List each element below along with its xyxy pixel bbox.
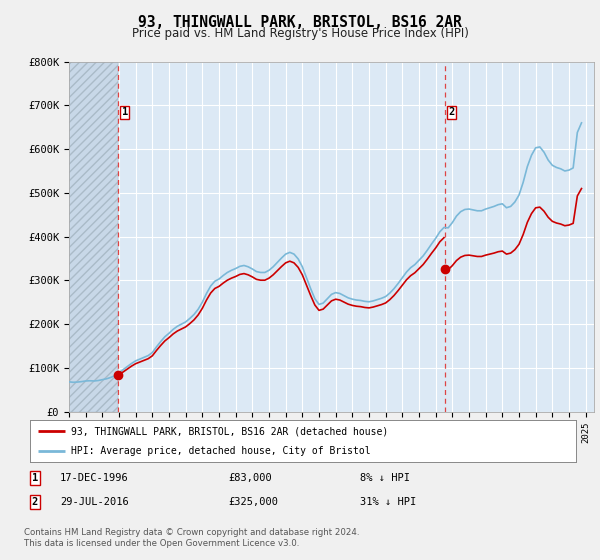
Text: 93, THINGWALL PARK, BRISTOL, BS16 2AR (detached house): 93, THINGWALL PARK, BRISTOL, BS16 2AR (d… (71, 426, 388, 436)
Text: 2: 2 (32, 497, 38, 507)
Text: £83,000: £83,000 (228, 473, 272, 483)
Text: 1: 1 (122, 107, 128, 117)
Text: 31% ↓ HPI: 31% ↓ HPI (360, 497, 416, 507)
Text: 8% ↓ HPI: 8% ↓ HPI (360, 473, 410, 483)
Text: 2: 2 (449, 107, 455, 117)
Text: 17-DEC-1996: 17-DEC-1996 (60, 473, 129, 483)
Text: £325,000: £325,000 (228, 497, 278, 507)
Text: Price paid vs. HM Land Registry's House Price Index (HPI): Price paid vs. HM Land Registry's House … (131, 27, 469, 40)
Text: 93, THINGWALL PARK, BRISTOL, BS16 2AR: 93, THINGWALL PARK, BRISTOL, BS16 2AR (138, 15, 462, 30)
Text: Contains HM Land Registry data © Crown copyright and database right 2024.
This d: Contains HM Land Registry data © Crown c… (24, 528, 359, 548)
Text: 29-JUL-2016: 29-JUL-2016 (60, 497, 129, 507)
Text: HPI: Average price, detached house, City of Bristol: HPI: Average price, detached house, City… (71, 446, 371, 456)
Text: 1: 1 (32, 473, 38, 483)
